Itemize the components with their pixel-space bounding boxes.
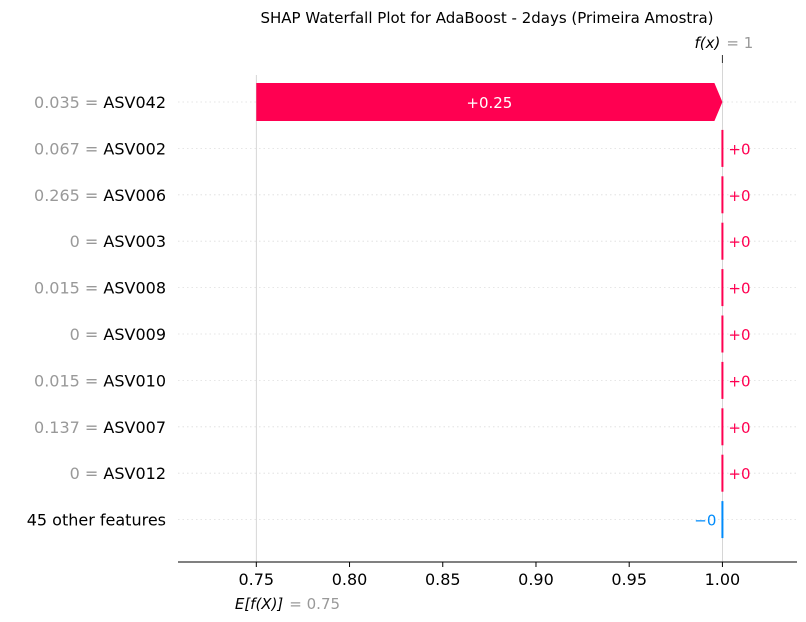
bar-value-label: +0: [728, 187, 750, 205]
feature-value: 0.067 =: [34, 139, 103, 158]
bar-value-label: +0: [728, 280, 750, 298]
feature-value: 0.265 =: [34, 186, 103, 205]
feature-value: 0.137 =: [34, 418, 103, 437]
feature-name: ASV008: [103, 279, 166, 298]
bar-value-label: +0.25: [466, 94, 512, 112]
bar-value-label: −0: [694, 512, 716, 530]
feature-value: 0 =: [70, 464, 104, 483]
bar-value-label: +0: [728, 372, 750, 390]
x-tick-label: 0.95: [611, 570, 647, 589]
feature-name: 45 other features: [27, 511, 166, 530]
feature-name: ASV042: [103, 93, 166, 112]
bar-value-label: +0: [728, 140, 750, 158]
feature-value: 0.035 =: [34, 93, 103, 112]
bar-value-label: +0: [728, 465, 750, 483]
feature-label: 45 other features: [27, 511, 166, 530]
bar-value-label: +0: [728, 419, 750, 437]
x-tick-label: 1.00: [705, 570, 741, 589]
x-axis: 0.75 0.80 0.85 0.90 0.95 1.00 E[f(X)] = 0.75: [178, 561, 797, 613]
bar-value-label: +0: [728, 326, 750, 344]
base-value-label: = 0.75: [289, 595, 340, 613]
feature-label: 0 = ASV003: [70, 232, 166, 251]
feature-label: 0.137 = ASV007: [34, 418, 166, 437]
output-value-label: = 1: [726, 34, 753, 52]
feature-name: ASV003: [103, 232, 166, 251]
feature-name: ASV009: [103, 325, 166, 344]
feature-label: 0 = ASV012: [70, 464, 166, 483]
feature-name: ASV007: [103, 418, 166, 437]
feature-label: 0 = ASV009: [70, 325, 166, 344]
feature-value: 0 =: [70, 325, 104, 344]
bar-value-label: +0: [728, 233, 750, 251]
output-value-symbol: f(x): [695, 34, 721, 52]
x-tick-label: 0.80: [332, 570, 368, 589]
feature-label: 0.015 = ASV008: [34, 279, 166, 298]
feature-name: ASV002: [103, 139, 166, 158]
x-tick-label: 0.85: [425, 570, 461, 589]
bars: +0.25 +0 +0 +0 +0 +0 +0 +0 +0 −0: [256, 83, 751, 539]
feature-value: 0.015 =: [34, 371, 103, 390]
feature-name: ASV006: [103, 186, 166, 205]
feature-label: 0.067 = ASV002: [34, 139, 166, 158]
feature-label: 0.265 = ASV006: [34, 186, 166, 205]
chart-title: SHAP Waterfall Plot for AdaBoost - 2days…: [260, 9, 713, 27]
x-tick-label: 0.90: [518, 570, 554, 589]
feature-name: ASV012: [103, 464, 166, 483]
base-value-symbol: E[f(X)]: [235, 595, 284, 613]
feature-label: 0.015 = ASV010: [34, 371, 166, 390]
feature-value: 0.015 =: [34, 279, 103, 298]
feature-value: 0 =: [70, 232, 104, 251]
waterfall-bar: [256, 83, 723, 121]
feature-labels: 0.035 = ASV042 0.067 = ASV002 0.265 = ASV0…: [27, 93, 166, 530]
feature-label: 0.035 = ASV042: [34, 93, 166, 112]
x-tick-label: 0.75: [238, 570, 274, 589]
feature-name: ASV010: [103, 371, 166, 390]
